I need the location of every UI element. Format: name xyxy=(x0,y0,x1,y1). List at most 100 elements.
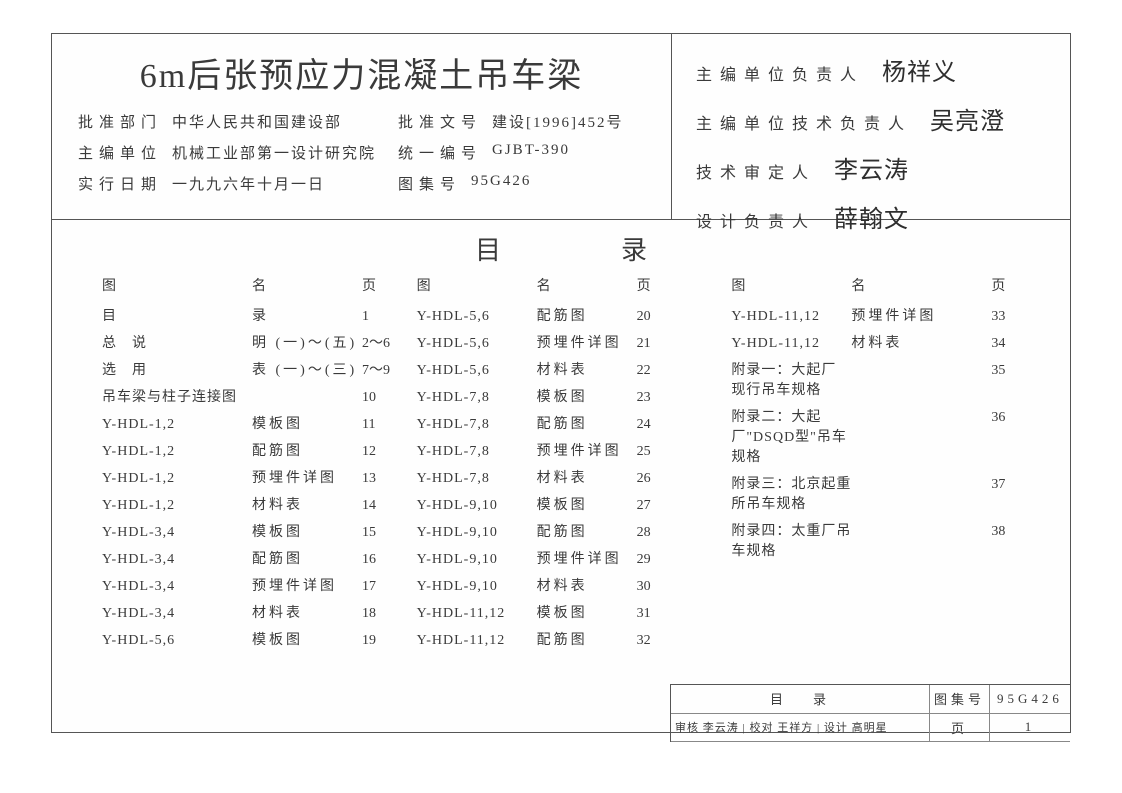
toc-cell-name: Y-HDL-7,8 xyxy=(417,444,537,460)
toc-cell-desc: 模板图 xyxy=(537,494,637,514)
toc-cell-page: 14 xyxy=(362,498,402,514)
meta-effective-date: 实行日期 一九九六年十月一日 xyxy=(78,173,378,194)
toc-cell-page: 33 xyxy=(991,309,1031,325)
toc-columns: 图名页目录1总 说明 (一)～(五)2～6选 用表 (一)～(三)7～9吊车梁与… xyxy=(52,275,1070,656)
meta-label: 统一编号 xyxy=(398,142,482,163)
toc-row: Y-HDL-3,4模板图15 xyxy=(102,521,407,541)
sig-label: 技术审定人 xyxy=(696,159,816,183)
toc-cell-name: Y-HDL-11,12 xyxy=(731,336,851,352)
toc-cell-desc: 模板图 xyxy=(252,629,362,649)
toc-row: 选 用表 (一)～(三)7～9 xyxy=(102,359,407,379)
toc-row: Y-HDL-9,10材料表30 xyxy=(417,575,722,595)
stamp-set-label: 图集号 xyxy=(930,685,990,714)
toc-cell-name: Y-HDL-5,6 xyxy=(417,309,537,325)
sig-row-1: 主编单位负责人 杨祥义 xyxy=(696,52,1052,87)
toc-head-cell: 图 xyxy=(731,275,851,295)
signature: 吴亮澄 xyxy=(930,101,1005,136)
meta-value: 建设[1996]452号 xyxy=(492,111,624,132)
toc-row: Y-HDL-5,6预埋件详图21 xyxy=(417,332,722,352)
toc-cell-name: 附录二：大起厂"DSQD型"吊车规格 xyxy=(731,406,851,466)
toc-cell-page: 22 xyxy=(637,363,677,379)
sig-row-2: 主编单位技术负责人 吴亮澄 xyxy=(696,101,1052,136)
toc-head-cell: 图 xyxy=(102,275,252,295)
toc-head-cell: 页 xyxy=(362,275,402,295)
meta-value: 95G426 xyxy=(471,173,531,194)
toc-cell-name: Y-HDL-1,2 xyxy=(102,444,252,460)
toc-cell-desc: 配筋图 xyxy=(252,548,362,568)
meta-label: 图集号 xyxy=(398,173,461,194)
toc-cell-name: Y-HDL-7,8 xyxy=(417,417,537,433)
meta-label: 批准文号 xyxy=(398,111,482,132)
toc-cell-desc: 预埋件详图 xyxy=(537,440,637,460)
document-title: 6m后张预应力混凝土吊车梁 xyxy=(78,48,645,97)
toc-row: Y-HDL-1,2预埋件详图13 xyxy=(102,467,407,487)
toc-cell-name: 附录三：北京起重所吊车规格 xyxy=(731,473,851,513)
toc-cell-page: 31 xyxy=(637,606,677,622)
stamp-page-label: 页 xyxy=(930,714,990,743)
stamp-set-value: 95G426 xyxy=(990,685,1070,714)
toc-cell-desc: 配筋图 xyxy=(537,413,637,433)
sig-row-4: 设计负责人 薛翰文 xyxy=(696,199,1052,234)
toc-row: Y-HDL-3,4材料表18 xyxy=(102,602,407,622)
toc-cell-name: Y-HDL-5,6 xyxy=(417,363,537,379)
toc-cell-page: 2～6 xyxy=(362,332,402,352)
toc-cell-name: Y-HDL-11,12 xyxy=(731,309,851,325)
toc-cell-desc: 材料表 xyxy=(537,575,637,595)
toc-cell-page: 16 xyxy=(362,552,402,568)
toc-cell-name: Y-HDL-3,4 xyxy=(102,552,252,568)
meta-approval-no: 批准文号 建设[1996]452号 xyxy=(398,111,645,132)
drawing-sheet: 6m后张预应力混凝土吊车梁 批准部门 中华人民共和国建设部 批准文号 建设[19… xyxy=(51,33,1071,733)
header-left: 6m后张预应力混凝土吊车梁 批准部门 中华人民共和国建设部 批准文号 建设[19… xyxy=(52,34,672,219)
toc-cell-name: Y-HDL-9,10 xyxy=(417,525,537,541)
toc-cell-page: 36 xyxy=(991,410,1031,426)
toc-cell-page: 10 xyxy=(362,390,402,406)
toc-cell-desc: 材料表 xyxy=(252,602,362,622)
meta-value: 中华人民共和国建设部 xyxy=(172,111,342,132)
toc-cell-desc: 材料表 xyxy=(537,359,637,379)
toc-row: 附录三：北京起重所吊车规格 37 xyxy=(731,473,1036,513)
toc-row: Y-HDL-7,8材料表26 xyxy=(417,467,722,487)
toc-cell-name: Y-HDL-9,10 xyxy=(417,552,537,568)
meta-unified-no: 统一编号 GJBT-390 xyxy=(398,142,645,163)
header-right: 主编单位负责人 杨祥义 主编单位技术负责人 吴亮澄 技术审定人 李云涛 设计负责… xyxy=(672,34,1070,219)
toc-cell-page: 30 xyxy=(637,579,677,595)
sig-row-3: 技术审定人 李云涛 xyxy=(696,150,1052,185)
toc-cell-page: 37 xyxy=(991,477,1031,493)
toc-cell-name: Y-HDL-5,6 xyxy=(417,336,537,352)
toc-cell-name: Y-HDL-3,4 xyxy=(102,525,252,541)
toc-row: 附录四：太重厂吊车规格38 xyxy=(731,520,1036,560)
toc-cell-desc: 材料表 xyxy=(252,494,362,514)
toc-cell-desc: 材料表 xyxy=(537,467,637,487)
toc-head-cell: 名 xyxy=(851,275,991,295)
toc-cell-page: 26 xyxy=(637,471,677,487)
toc-cell-name: Y-HDL-7,8 xyxy=(417,471,537,487)
toc-cell-name: Y-HDL-1,2 xyxy=(102,417,252,433)
toc-row: Y-HDL-11,12材料表34 xyxy=(731,332,1036,352)
toc-cell-page: 11 xyxy=(362,417,402,433)
toc-row: 吊车梁与柱子连接图 10 xyxy=(102,386,407,406)
toc-row: Y-HDL-3,4预埋件详图17 xyxy=(102,575,407,595)
toc-row: Y-HDL-7,8模板图23 xyxy=(417,386,722,406)
toc-cell-name: Y-HDL-7,8 xyxy=(417,390,537,406)
stamp-page-value: 1 xyxy=(990,714,1070,743)
meta-value: GJBT-390 xyxy=(492,142,570,163)
toc-cell-page: 25 xyxy=(637,444,677,460)
meta-value: 一九九六年十月一日 xyxy=(172,173,325,194)
signature: 李云涛 xyxy=(834,150,909,185)
meta-value: 机械工业部第一设计研究院 xyxy=(172,142,376,163)
toc-cell-page: 34 xyxy=(991,336,1031,352)
toc-cell-name: 吊车梁与柱子连接图 xyxy=(102,386,252,406)
toc-cell-page: 18 xyxy=(362,606,402,622)
toc-row: 附录一：大起厂 现行吊车规格35 xyxy=(731,359,1036,399)
toc-cell-desc: 模板图 xyxy=(537,386,637,406)
toc-cell-desc: 预埋件详图 xyxy=(252,575,362,595)
toc-cell-page: 12 xyxy=(362,444,402,460)
toc-head-cell: 名 xyxy=(537,275,637,295)
toc-head-cell: 图 xyxy=(417,275,537,295)
toc-cell-desc: 配筋图 xyxy=(537,305,637,325)
sig-label: 主编单位负责人 xyxy=(696,61,864,85)
toc-cell-name: Y-HDL-9,10 xyxy=(417,498,537,514)
toc-cell-page: 21 xyxy=(637,336,677,352)
toc-cell-desc: 明 (一)～(五) xyxy=(252,332,362,352)
toc-cell-desc: 预埋件详图 xyxy=(252,467,362,487)
